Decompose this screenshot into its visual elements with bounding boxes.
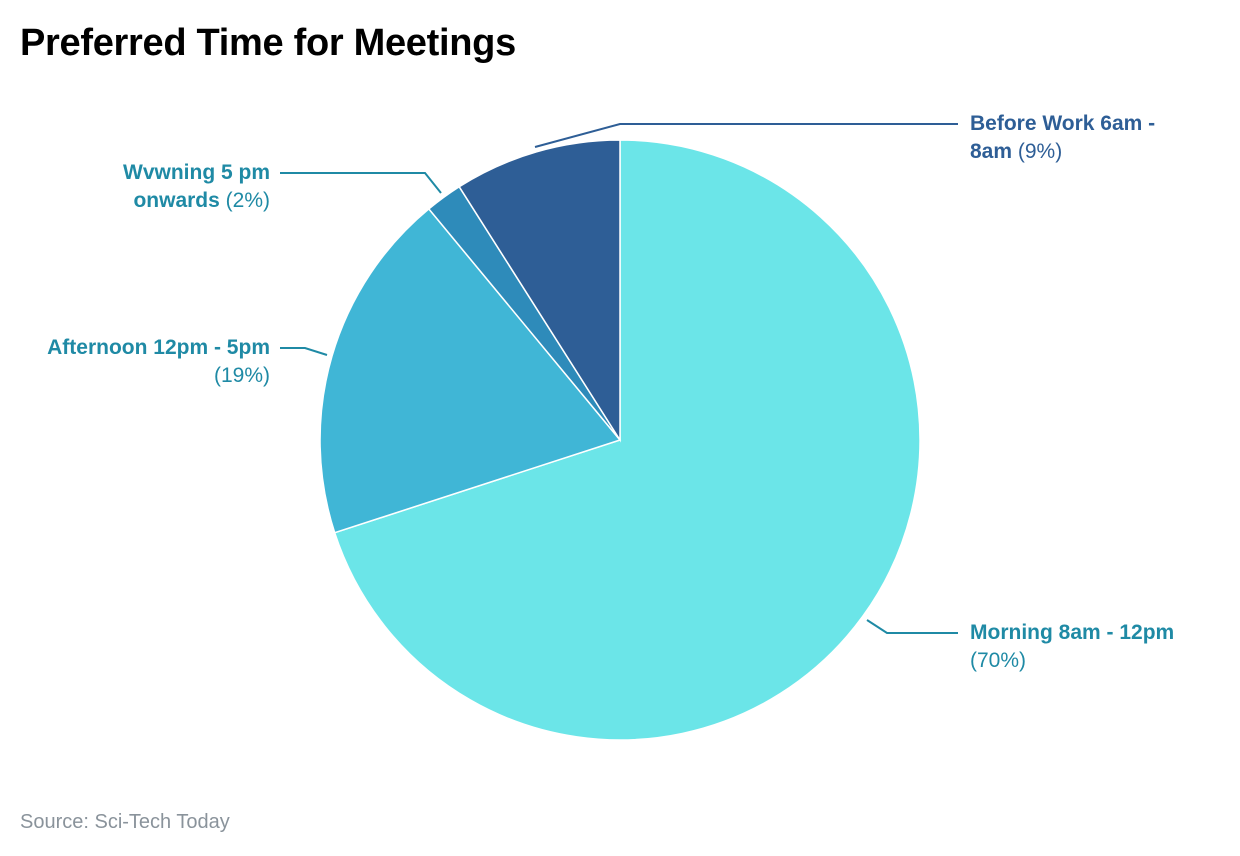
label-evening: Wvwning 5 pm onwards (2%) xyxy=(123,159,270,215)
source-note: Source: Sci-Tech Today xyxy=(20,811,230,833)
slice-before-work[interactable] xyxy=(458,139,621,443)
label-afternoon-name: Afternoon 12pm - 5pm xyxy=(47,336,270,359)
chart-title: Preferred Time for Meetings xyxy=(20,22,516,64)
label-before-work-name: Before Work 6am - xyxy=(970,112,1156,135)
label-evening-pct: (2%) xyxy=(225,189,270,212)
label-afternoon-pct: (19%) xyxy=(213,364,270,387)
leader-line-evening xyxy=(280,172,442,194)
label-evening-name2: onwards xyxy=(133,189,220,212)
leader-line-before-work xyxy=(534,123,958,148)
label-before-work-pct: (9%) xyxy=(1017,140,1063,163)
label-morning-pct: (70%) xyxy=(970,649,1027,672)
label-before-work: Before Work 6am - 8am (9%) xyxy=(970,110,1155,166)
slice-afternoon[interactable] xyxy=(319,207,622,534)
label-morning: Morning 8am - 12pm (70%) xyxy=(970,619,1174,675)
label-evening-name: Wvwning 5 pm xyxy=(123,161,270,184)
label-afternoon: Afternoon 12pm - 5pm (19%) xyxy=(47,334,270,390)
slice-morning[interactable] xyxy=(333,139,921,741)
leader-line-morning xyxy=(866,619,958,634)
label-before-work-name2: 8am xyxy=(970,140,1013,163)
label-morning-name: Morning 8am - 12pm xyxy=(970,621,1175,644)
leader-line-afternoon xyxy=(280,347,328,356)
